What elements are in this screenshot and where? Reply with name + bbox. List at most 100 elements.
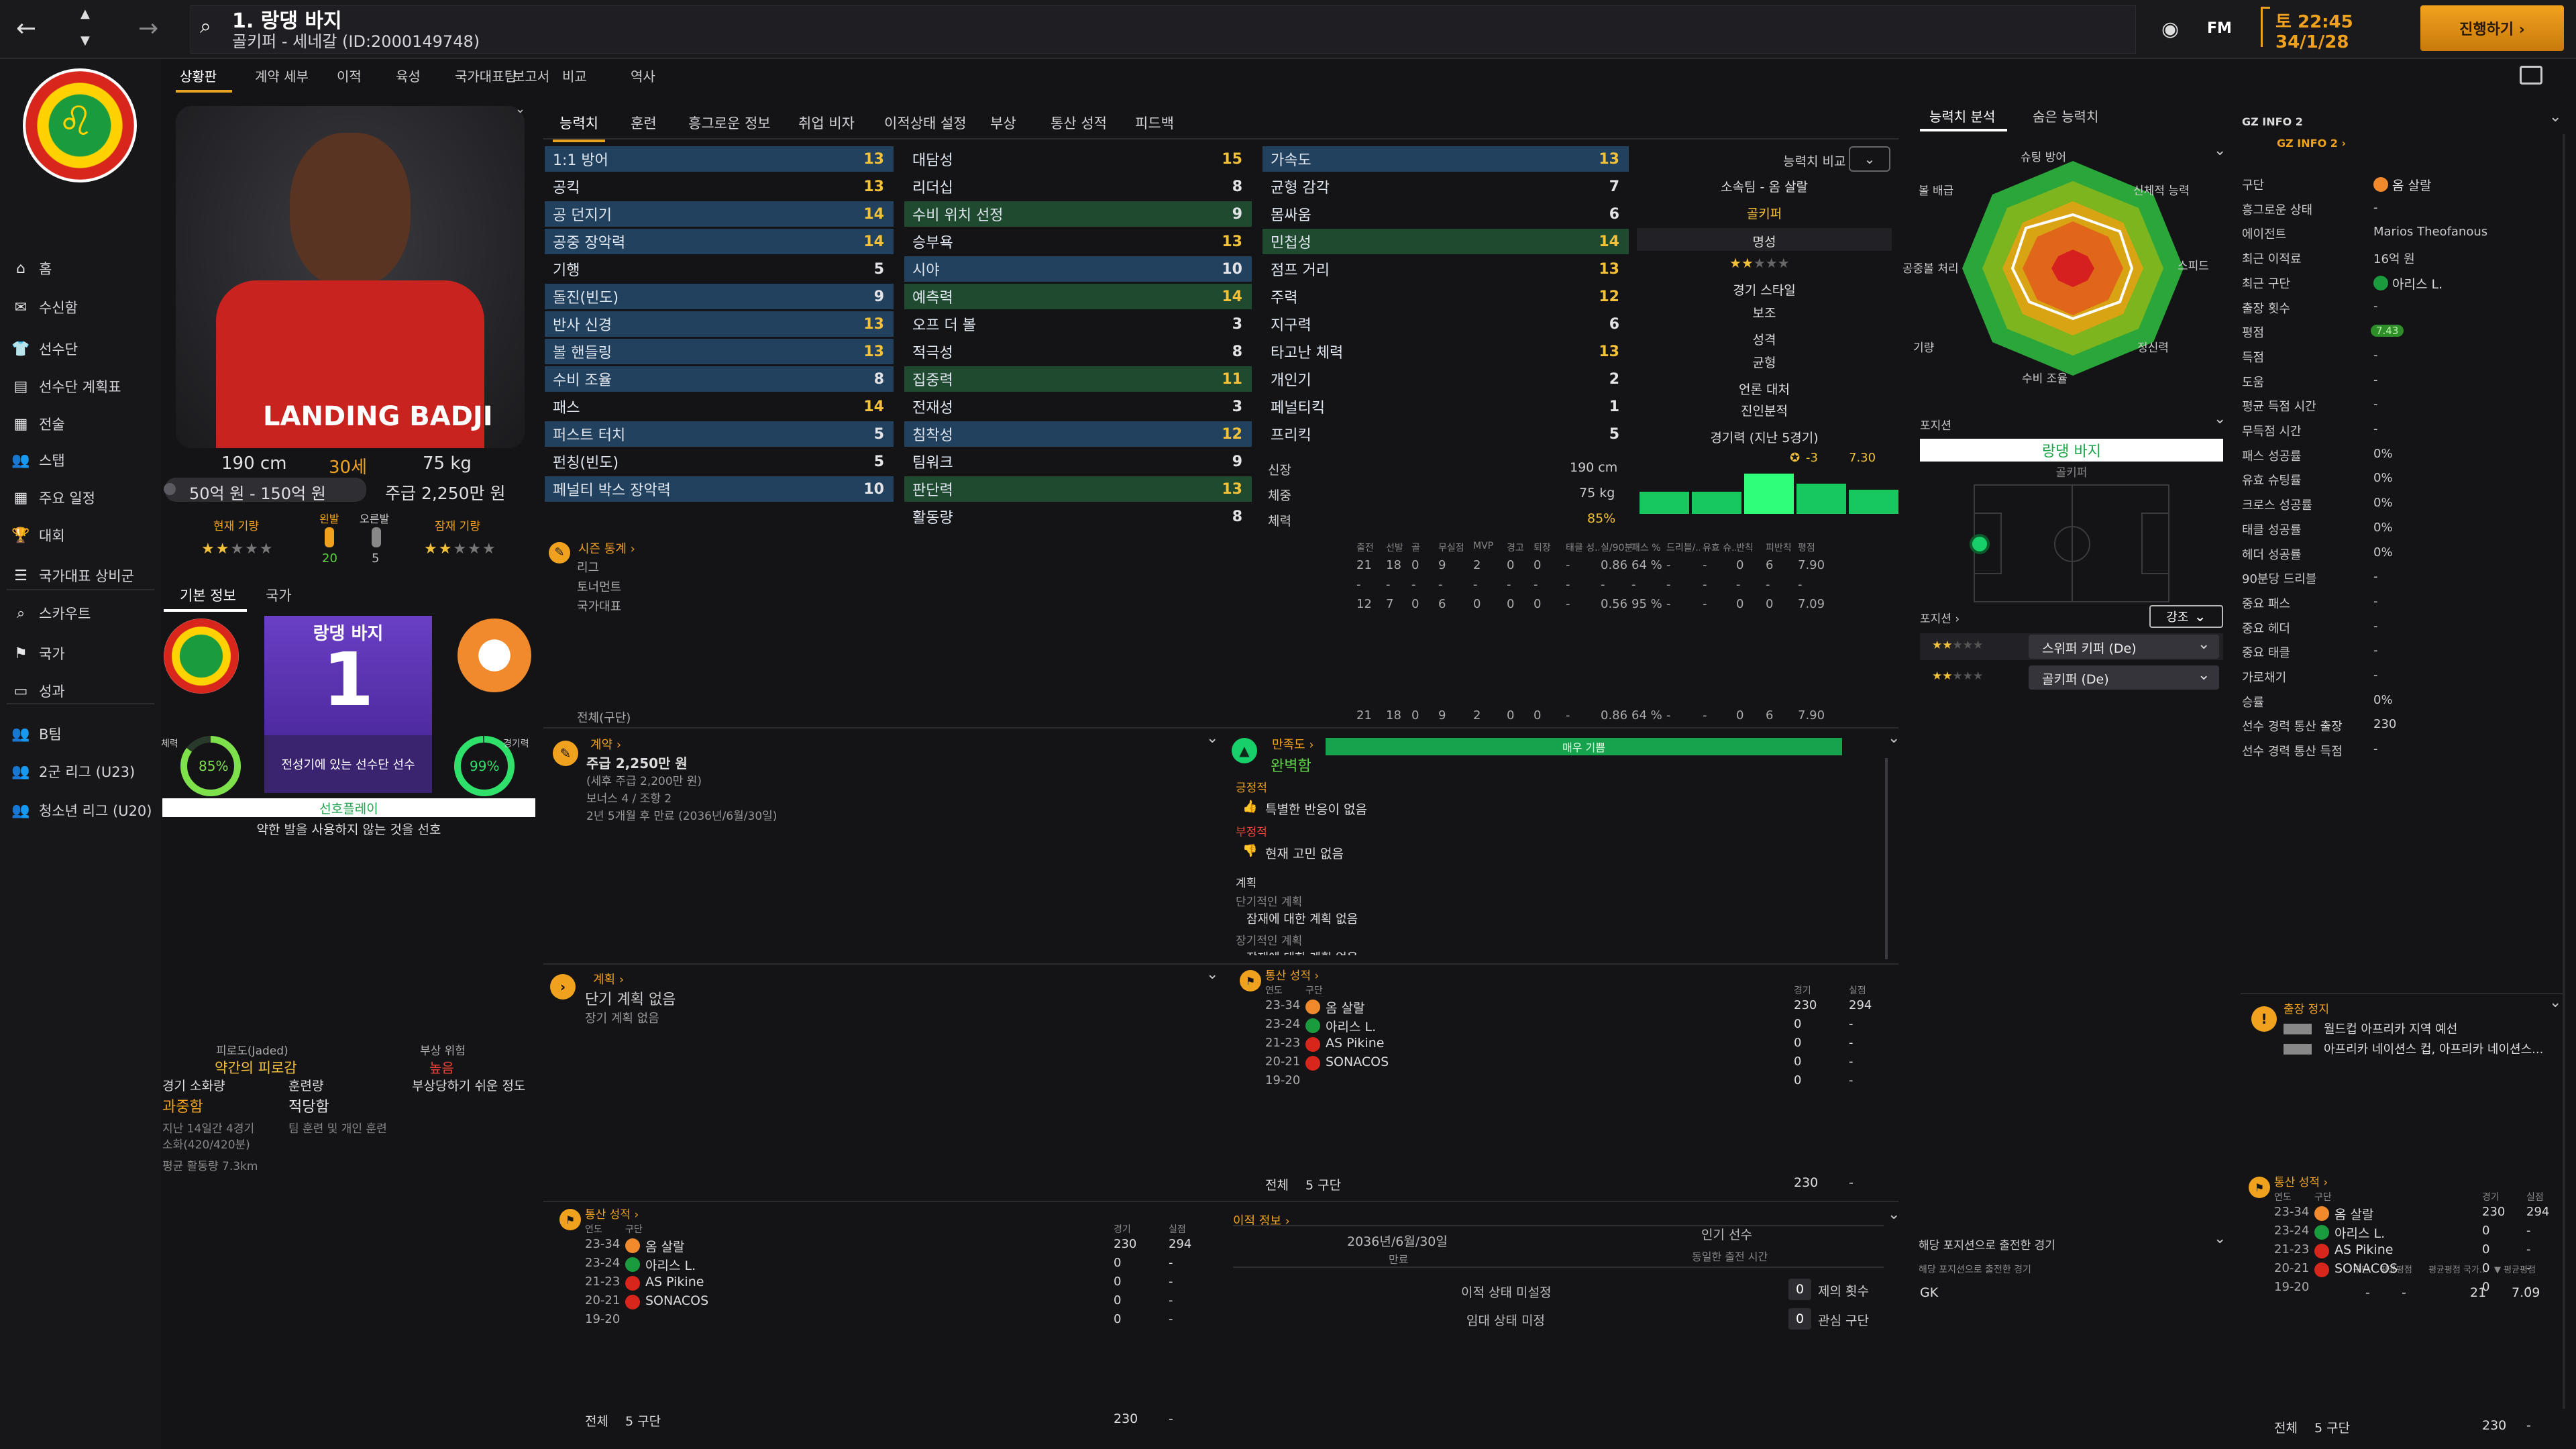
- attr-row[interactable]: 패스 14: [545, 394, 894, 419]
- continue-button[interactable]: 진행하기 ›: [2420, 5, 2564, 51]
- attr-row[interactable]: 적극성 8: [904, 339, 1252, 364]
- attr-row[interactable]: 볼 핸들링 13: [545, 339, 894, 364]
- season-stats-icon[interactable]: ✎: [549, 542, 570, 564]
- submenu-item-2[interactable]: 이적: [337, 68, 362, 85]
- happiness-icon[interactable]: ▲: [1232, 738, 1257, 763]
- attr-row[interactable]: 전재성 3: [904, 394, 1252, 419]
- attr-row[interactable]: 판단력 13: [904, 476, 1252, 502]
- attr-row[interactable]: 반사 신경 13: [545, 311, 894, 337]
- sidebar-item-10[interactable]: ⚑ 국가: [0, 639, 161, 668]
- career-club[interactable]: AS Pikine: [2334, 1242, 2394, 1257]
- tab-4[interactable]: 이적상태 설정: [884, 115, 967, 131]
- attr-row[interactable]: 가속도 13: [1263, 146, 1629, 172]
- sidebar-item-13[interactable]: 👥 2군 리그 (U23): [0, 757, 161, 786]
- transfer-chevron[interactable]: ⌄: [1888, 1206, 1900, 1223]
- attr-row[interactable]: 오프 더 볼 3: [904, 311, 1252, 337]
- sidebar-item-8[interactable]: ☰ 국가대표 상비군: [0, 561, 161, 590]
- club-crest[interactable]: ♌: [23, 68, 137, 182]
- attr-row[interactable]: 페널티킥 1: [1263, 394, 1629, 419]
- sidebar-item-7[interactable]: 🏆 대회: [0, 521, 161, 550]
- attr-row[interactable]: 점프 거리 13: [1263, 256, 1629, 282]
- submenu-item-1[interactable]: 계약 세부: [255, 68, 309, 85]
- season-stats-title[interactable]: 시즌 통계 ›: [578, 542, 635, 556]
- career-icon[interactable]: ⚑: [2249, 1177, 2270, 1198]
- attr-row[interactable]: 공중 장악력 14: [545, 229, 894, 254]
- career-icon[interactable]: ⚑: [559, 1209, 581, 1230]
- attr-row[interactable]: 침착성 12: [904, 421, 1252, 447]
- attr-row[interactable]: 프리킥 5: [1263, 421, 1629, 447]
- pos-apps-header[interactable]: 평균평점 국가..: [2428, 1265, 2485, 1275]
- right-panel-scrollbar[interactable]: [2563, 134, 2565, 1409]
- submenu-item-0[interactable]: 상황판: [180, 68, 217, 85]
- attr-row[interactable]: 1:1 방어 13: [545, 146, 894, 172]
- attr-row[interactable]: 시야 10: [904, 256, 1252, 282]
- contract-title[interactable]: 계약 ›: [590, 738, 622, 752]
- attr-row[interactable]: 활동량 8: [904, 504, 1252, 529]
- career-title[interactable]: 통산 성적 ›: [1265, 969, 1320, 983]
- pos-apps-header[interactable]: 평균평점: [2380, 1265, 2412, 1275]
- attr-row[interactable]: 균형 감각 7: [1263, 174, 1629, 199]
- happiness-title[interactable]: 만족도 ›: [1272, 738, 1314, 752]
- gzinfo-sub[interactable]: GZ INFO 2 ›: [2277, 137, 2347, 150]
- analysis-chevron[interactable]: ⌄: [2214, 142, 2226, 159]
- contract-icon[interactable]: ✎: [553, 741, 578, 766]
- search-icon[interactable]: ⌕: [200, 15, 211, 38]
- submenu-item-5[interactable]: 보고서: [513, 68, 550, 85]
- career-title[interactable]: 통산 성적 ›: [2274, 1176, 2328, 1189]
- attr-row[interactable]: 타고난 체력 13: [1263, 339, 1629, 364]
- tab-3[interactable]: 취업 비자: [798, 115, 855, 131]
- career-title[interactable]: 통산 성적 ›: [585, 1208, 639, 1222]
- tab-1[interactable]: 훈련: [631, 115, 657, 131]
- career-club[interactable]: SONACOS: [1326, 1055, 1389, 1069]
- happiness-chevron[interactable]: ⌄: [1888, 730, 1900, 747]
- tab-5[interactable]: 부상: [990, 115, 1016, 131]
- attr-row[interactable]: 수비 위치 선정 9: [904, 201, 1252, 227]
- career-club[interactable]: AS Pikine: [645, 1275, 704, 1289]
- nav-up-icon[interactable]: ▲: [80, 7, 90, 21]
- career-club[interactable]: 아리스 L.: [2334, 1226, 2385, 1241]
- emphasis-dropdown[interactable]: 강조 ⌄: [2149, 605, 2223, 628]
- attr-row[interactable]: 페널티 박스 장악력 10: [545, 476, 894, 502]
- plan-title[interactable]: 계획 ›: [593, 973, 625, 987]
- career-club[interactable]: SONACOS: [645, 1293, 709, 1308]
- layout-icon[interactable]: [2520, 66, 2542, 85]
- forward-icon[interactable]: →: [138, 15, 159, 42]
- sidebar-item-4[interactable]: ▦ 전술: [0, 409, 161, 439]
- gzinfo-chevron[interactable]: ⌄: [2549, 109, 2562, 125]
- position-chevron[interactable]: ⌄: [2214, 411, 2226, 427]
- attr-row[interactable]: 지구력 6: [1263, 311, 1629, 337]
- suspension-icon[interactable]: !: [2251, 1006, 2277, 1032]
- tab-2[interactable]: 흥그로운 정보: [688, 115, 771, 131]
- attr-row[interactable]: 리더십 8: [904, 174, 1252, 199]
- plan-chevron[interactable]: ⌄: [1206, 966, 1219, 983]
- sidebar-item-0[interactable]: ⌂ 홈: [0, 254, 161, 283]
- career-club[interactable]: AS Pikine: [1326, 1036, 1385, 1051]
- tab-7[interactable]: 피드백: [1135, 115, 1174, 131]
- hidden-attr-tab[interactable]: 숨은 능력치: [2033, 109, 2099, 125]
- attr-row[interactable]: 공킥 13: [545, 174, 894, 199]
- sidebar-item-5[interactable]: 👥 스탭: [0, 445, 161, 475]
- career-club[interactable]: 옴 살랄: [2334, 1208, 2374, 1222]
- suspension-chevron[interactable]: ⌄: [2549, 994, 2562, 1011]
- sidebar-item-11[interactable]: ▭ 성과: [0, 676, 161, 706]
- attr-row[interactable]: 퍼스트 터치 5: [545, 421, 894, 447]
- pos-apps-header[interactable]: 구단: [2353, 1265, 2369, 1275]
- role-1-dropdown[interactable]: [2029, 635, 2219, 659]
- info-tab-nation[interactable]: 국가: [266, 588, 292, 604]
- career-club[interactable]: SONACOS: [2334, 1261, 2398, 1276]
- sidebar-item-9[interactable]: ⌕ 스카우트: [0, 598, 161, 628]
- tab-0[interactable]: 능력치: [553, 113, 605, 142]
- analysis-tab[interactable]: 능력치 분석: [1929, 109, 1996, 125]
- attr-row[interactable]: 공 던지기 14: [545, 201, 894, 227]
- attr-row[interactable]: 민첩성 14: [1263, 229, 1629, 254]
- pos-apps-header[interactable]: ▼ 평균평점: [2494, 1265, 2536, 1275]
- sidebar-item-14[interactable]: 👥 청소년 리그 (U20): [0, 796, 161, 825]
- career-club[interactable]: 아리스 L.: [645, 1258, 696, 1273]
- attr-row[interactable]: 팀워크 9: [904, 449, 1252, 474]
- search-box[interactable]: [191, 5, 2136, 54]
- career-club[interactable]: 옴 살랄: [645, 1240, 685, 1254]
- fm-logo[interactable]: FM: [2207, 20, 2232, 37]
- info-tab-basic[interactable]: 기본 정보: [180, 588, 236, 604]
- career-club[interactable]: 아리스 L.: [1326, 1020, 1377, 1034]
- attr-row[interactable]: 돌진(빈도) 9: [545, 284, 894, 309]
